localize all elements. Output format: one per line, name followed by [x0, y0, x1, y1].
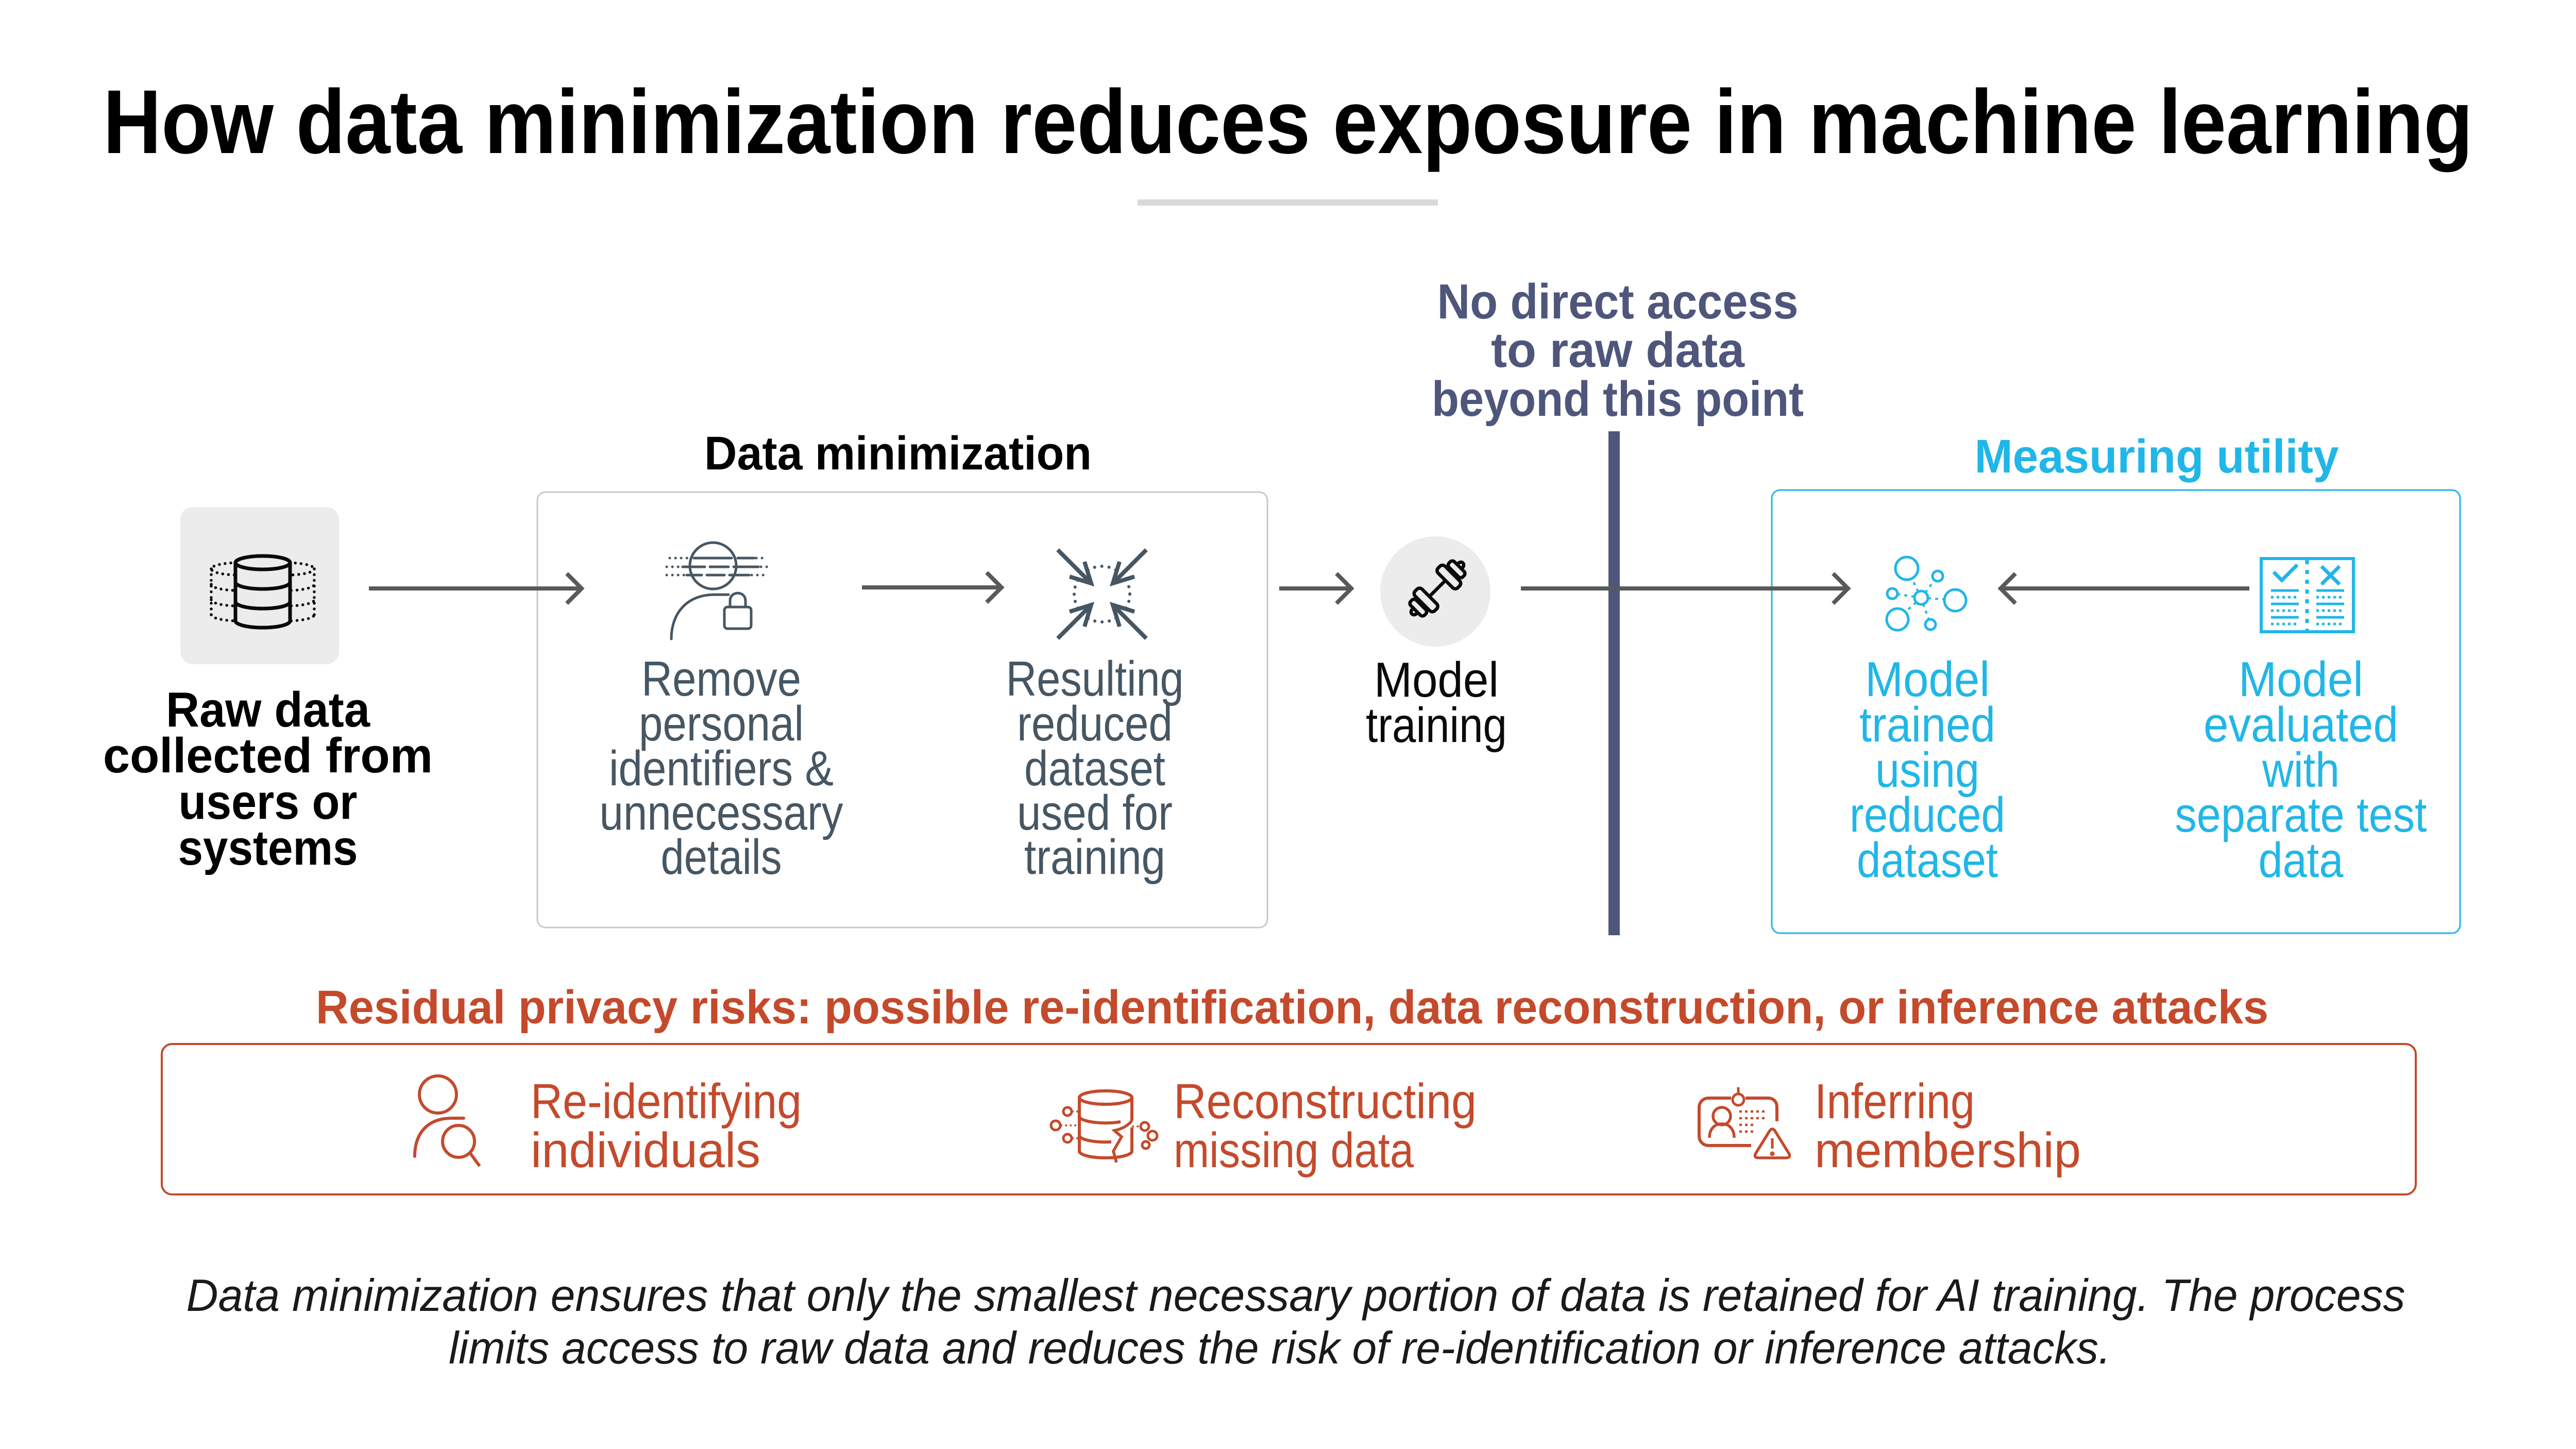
- svg-text:evaluated: evaluated: [2204, 697, 2398, 752]
- svg-text:Remove: Remove: [641, 651, 801, 706]
- svg-text:users or: users or: [179, 774, 358, 830]
- svg-text:Model: Model: [1865, 652, 1990, 707]
- svg-text:training: training: [1366, 698, 1507, 753]
- svg-text:data: data: [2259, 833, 2344, 888]
- svg-text:details: details: [661, 830, 782, 885]
- svg-text:dataset: dataset: [1024, 741, 1165, 796]
- svg-text:dataset: dataset: [1857, 833, 1998, 888]
- svg-text:separate test: separate test: [2175, 787, 2427, 843]
- svg-text:limits access to raw data and: limits access to raw data and reduces th…: [449, 1322, 2111, 1373]
- svg-text:Inferring: Inferring: [1815, 1074, 1975, 1129]
- svg-text:reduced: reduced: [1017, 696, 1173, 751]
- svg-text:collected from: collected from: [103, 728, 433, 783]
- svg-text:trained: trained: [1859, 697, 1995, 752]
- svg-text:used for: used for: [1017, 785, 1173, 840]
- svg-text:reduced: reduced: [1850, 787, 2005, 843]
- svg-text:missing data: missing data: [1174, 1123, 1414, 1178]
- svg-text:systems: systems: [178, 820, 358, 875]
- svg-text:personal: personal: [639, 696, 804, 751]
- svg-text:training: training: [1024, 830, 1165, 885]
- svg-text:Re-identifying: Re-identifying: [531, 1074, 802, 1129]
- svg-text:Residual privacy risks: possib: Residual privacy risks: possible re-iden…: [316, 981, 2268, 1034]
- svg-text:beyond this point: beyond this point: [1432, 372, 1804, 427]
- svg-text:Resulting: Resulting: [1006, 651, 1184, 706]
- svg-text:Model: Model: [1374, 652, 1499, 707]
- svg-text:How data minimization reduces: How data minimization reduces exposure i…: [103, 72, 2473, 173]
- svg-text:Data minimization ensures that: Data minimization ensures that only the …: [187, 1270, 2405, 1321]
- svg-text:Reconstructing: Reconstructing: [1174, 1074, 1477, 1129]
- svg-text:with: with: [2262, 743, 2340, 798]
- svg-text:membership: membership: [1815, 1123, 2081, 1178]
- svg-text:Model: Model: [2239, 652, 2363, 707]
- svg-text:identifiers &: identifiers &: [609, 741, 834, 796]
- svg-text:Raw data: Raw data: [166, 682, 370, 737]
- svg-text:No direct access: No direct access: [1437, 274, 1799, 329]
- svg-text:using: using: [1875, 743, 1979, 798]
- svg-text:Data minimization: Data minimization: [704, 427, 1092, 480]
- svg-text:to raw data: to raw data: [1491, 323, 1745, 378]
- svg-text:Measuring utility: Measuring utility: [1975, 430, 2339, 483]
- svg-text:individuals: individuals: [531, 1123, 760, 1178]
- svg-text:unnecessary: unnecessary: [600, 785, 843, 840]
